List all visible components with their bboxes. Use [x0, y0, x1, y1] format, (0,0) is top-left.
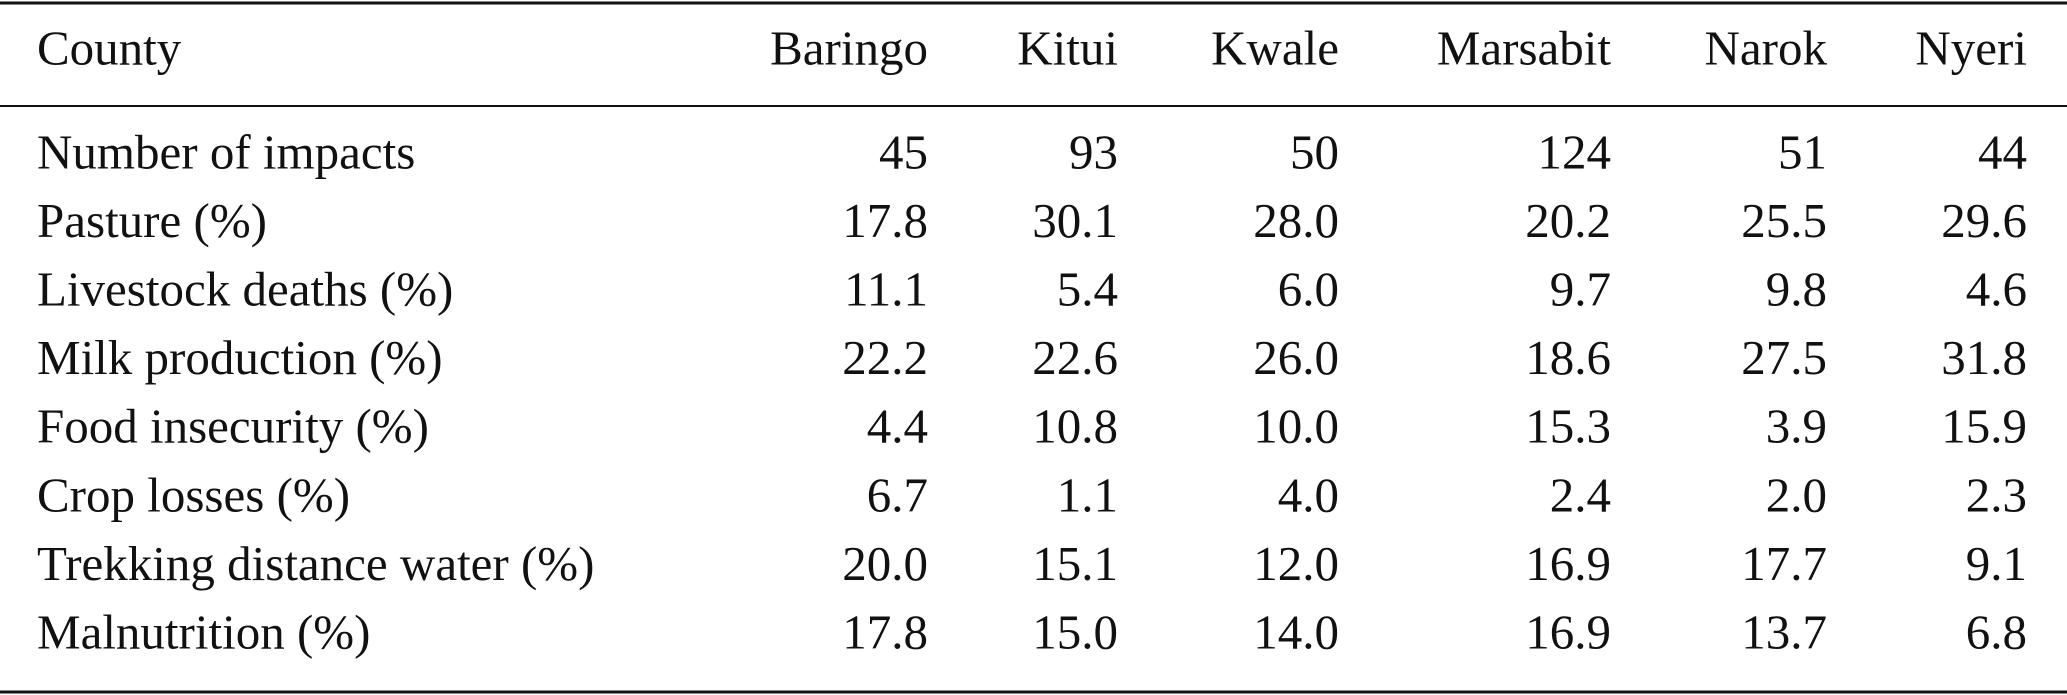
cell: 31.8 — [1941, 330, 2027, 385]
row-label: Malnutrition (%) — [37, 604, 370, 659]
cell: 17.8 — [842, 604, 928, 659]
cell: 124 — [1538, 124, 1612, 179]
cell: 30.1 — [1032, 193, 1118, 248]
row-label: Pasture (%) — [37, 193, 267, 248]
cell: 50 — [1290, 124, 1339, 179]
cell: 44 — [1978, 124, 2027, 179]
cell: 22.6 — [1032, 330, 1118, 385]
cell: 2.0 — [1766, 467, 1827, 522]
cell: 15.3 — [1525, 399, 1611, 454]
cell: 15.9 — [1941, 399, 2027, 454]
header-cell: County — [37, 20, 182, 75]
cell: 28.0 — [1253, 193, 1339, 248]
cell: 10.8 — [1032, 399, 1118, 454]
cell: 25.5 — [1741, 193, 1827, 248]
header-cell: Baringo — [770, 20, 928, 75]
row-label: Livestock deaths (%) — [37, 261, 453, 316]
cell: 10.0 — [1253, 399, 1339, 454]
cell: 9.8 — [1766, 261, 1827, 316]
cell: 5.4 — [1057, 261, 1118, 316]
header-cell: Narok — [1705, 20, 1828, 75]
header-cell: Nyeri — [1915, 20, 2027, 75]
cell: 17.7 — [1741, 536, 1827, 591]
cell: 4.6 — [1966, 261, 2027, 316]
row-label: Crop losses (%) — [37, 467, 350, 522]
cell: 93 — [1069, 124, 1118, 179]
row-label: Food insecurity (%) — [37, 399, 429, 454]
cell: 14.0 — [1253, 604, 1339, 659]
cell: 18.6 — [1525, 330, 1611, 385]
cell: 17.8 — [842, 193, 928, 248]
cell: 16.9 — [1525, 604, 1611, 659]
cell: 2.4 — [1550, 467, 1611, 522]
row-label: Milk production (%) — [37, 330, 443, 385]
cell: 45 — [879, 124, 928, 179]
cell: 15.1 — [1032, 536, 1118, 591]
cell: 15.0 — [1032, 604, 1118, 659]
cell: 11.1 — [844, 261, 928, 316]
cell: 51 — [1778, 124, 1827, 179]
cell: 6.8 — [1966, 604, 2027, 659]
cell: 20.0 — [842, 536, 928, 591]
cell: 6.7 — [867, 467, 928, 522]
cell: 13.7 — [1741, 604, 1827, 659]
cell: 9.1 — [1966, 536, 2027, 591]
header-cell: Marsabit — [1437, 20, 1612, 75]
cell: 26.0 — [1253, 330, 1339, 385]
cell: 3.9 — [1766, 399, 1827, 454]
cell: 9.7 — [1550, 261, 1611, 316]
cell: 16.9 — [1525, 536, 1611, 591]
cell: 27.5 — [1741, 330, 1827, 385]
cell: 4.4 — [867, 399, 928, 454]
cell: 2.3 — [1966, 467, 2027, 522]
row-label: Number of impacts — [37, 124, 415, 179]
cell: 6.0 — [1278, 261, 1339, 316]
header-cell: Kwale — [1211, 20, 1339, 75]
cell: 20.2 — [1525, 193, 1611, 248]
cell: 1.1 — [1057, 467, 1118, 522]
cell: 12.0 — [1253, 536, 1339, 591]
cell: 29.6 — [1941, 193, 2027, 248]
header-cell: Kitui — [1017, 20, 1118, 75]
cell: 4.0 — [1278, 467, 1339, 522]
row-label: Trekking distance water (%) — [37, 536, 594, 591]
cell: 22.2 — [842, 330, 928, 385]
